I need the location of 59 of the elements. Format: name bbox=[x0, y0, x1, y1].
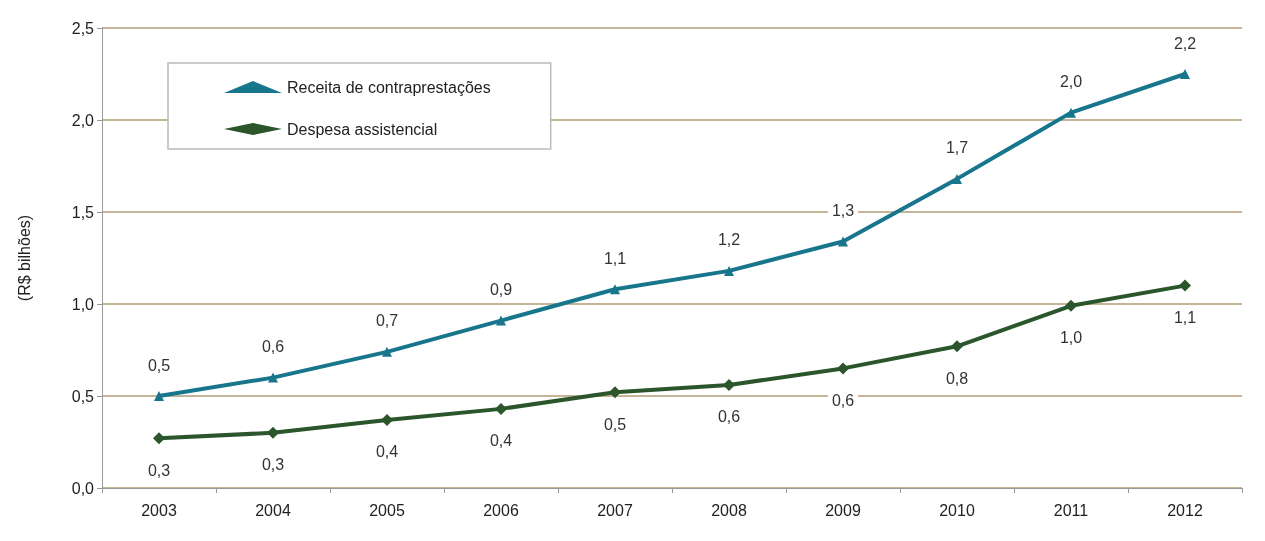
point bbox=[495, 402, 507, 415]
point bbox=[952, 173, 962, 184]
point bbox=[609, 386, 621, 399]
data-label: 1,3 bbox=[831, 201, 855, 219]
point bbox=[496, 315, 506, 326]
y-tick-label: 2,5 bbox=[71, 19, 95, 37]
data-label: 2,0 bbox=[1059, 73, 1083, 91]
x-tick-label: 2009 bbox=[825, 501, 861, 519]
point bbox=[268, 372, 278, 383]
data-label: 0,6 bbox=[831, 391, 855, 409]
data-label: 0,7 bbox=[375, 312, 399, 330]
data-label: 1,7 bbox=[945, 139, 969, 157]
y-tick-label: 1,0 bbox=[71, 295, 95, 313]
x-tick-label: 2008 bbox=[711, 501, 747, 519]
x-tick-label: 2006 bbox=[483, 501, 519, 519]
x-tick-label: 2004 bbox=[255, 501, 291, 519]
data-label: 0,3 bbox=[147, 461, 171, 479]
data-label: 0,6 bbox=[261, 338, 285, 356]
point bbox=[1065, 299, 1077, 312]
legend-label: Despesa assistencial bbox=[287, 120, 438, 138]
point bbox=[1180, 69, 1190, 79]
y-tick-label: 1,5 bbox=[71, 203, 95, 221]
data-label: 2,2 bbox=[1173, 34, 1197, 52]
y-tick-label: 0,5 bbox=[71, 387, 95, 405]
data-label: 1,1 bbox=[603, 249, 627, 267]
data-label: 0,5 bbox=[147, 356, 171, 374]
data-label: 0,4 bbox=[489, 432, 513, 450]
point bbox=[723, 378, 735, 391]
data-label: 0,6 bbox=[717, 408, 741, 426]
x-tick-label: 2005 bbox=[369, 501, 405, 519]
data-label: 1,0 bbox=[1059, 329, 1083, 347]
data-label: 0,4 bbox=[375, 443, 399, 461]
point bbox=[267, 426, 279, 439]
point bbox=[153, 432, 165, 445]
point bbox=[1066, 107, 1076, 118]
point bbox=[724, 265, 734, 276]
x-tick-label: 2012 bbox=[1167, 501, 1203, 519]
data-label: 1,1 bbox=[1173, 309, 1197, 327]
data-label: 0,5 bbox=[603, 415, 627, 433]
x-tick-label: 2011 bbox=[1053, 501, 1089, 519]
x-tick-label: 2010 bbox=[939, 501, 975, 519]
point bbox=[382, 346, 392, 357]
point bbox=[951, 340, 963, 353]
data-label: 1,2 bbox=[717, 231, 741, 249]
point bbox=[154, 391, 164, 401]
x-tick-label: 2007 bbox=[597, 501, 633, 519]
y-tick-label: 0,0 bbox=[71, 479, 95, 497]
point bbox=[381, 413, 393, 426]
point bbox=[610, 284, 620, 295]
data-label: 0,9 bbox=[489, 281, 513, 299]
data-label: 0,3 bbox=[261, 456, 285, 474]
data-label: 0,8 bbox=[945, 369, 969, 387]
point bbox=[837, 362, 849, 375]
point bbox=[838, 236, 848, 247]
x-tick-label: 2003 bbox=[141, 501, 177, 519]
y-axis-title: (R$ bilhões) bbox=[15, 214, 33, 302]
point bbox=[1179, 279, 1191, 292]
y-tick-label: 2,0 bbox=[71, 111, 95, 129]
legend-label: Receita de contraprestações bbox=[287, 78, 491, 96]
